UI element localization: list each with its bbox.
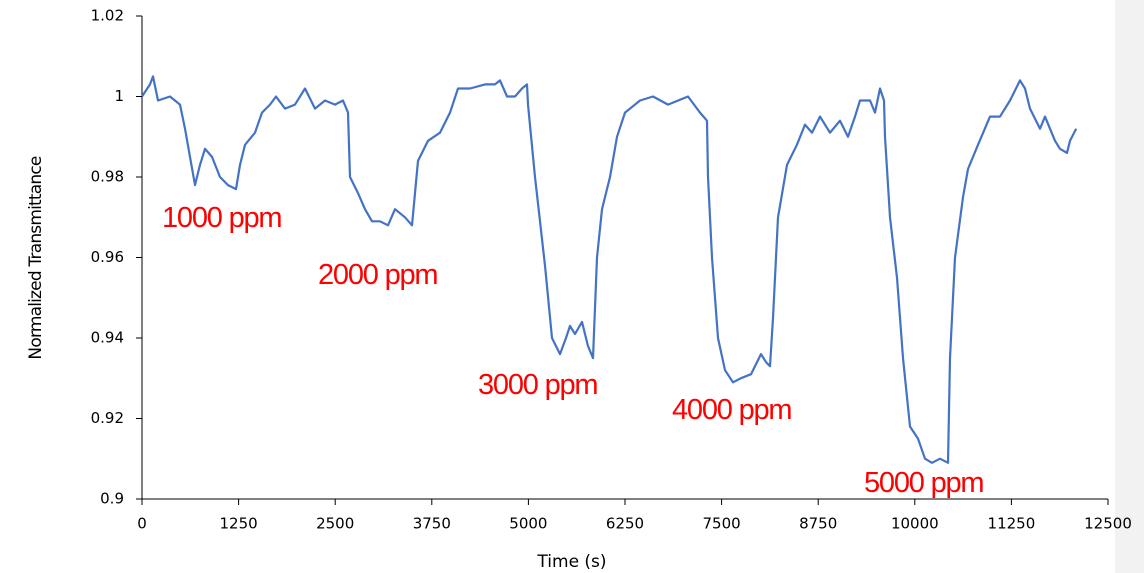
x-tick-label: 10000 — [891, 515, 939, 533]
side-panel — [1115, 0, 1144, 573]
y-tick-label: 0.98 — [91, 168, 124, 186]
y-tick-label: 0.92 — [91, 409, 124, 427]
x-tick-label: 0 — [137, 515, 147, 533]
x-tick-label: 6250 — [606, 515, 644, 533]
y-tick-label: 1 — [114, 87, 124, 105]
annotation: 4000 ppm — [672, 394, 791, 426]
x-tick-label: 12500 — [1084, 515, 1132, 533]
y-tick-label: 0.9 — [100, 490, 124, 508]
y-axis-title: Normalized Transmittance — [26, 156, 46, 359]
x-tick-label: 1250 — [220, 515, 258, 533]
annotation: 2000 ppm — [318, 259, 437, 291]
annotation: 5000 ppm — [864, 467, 983, 499]
x-tick-label: 8750 — [799, 515, 837, 533]
x-tick-label: 2500 — [316, 515, 354, 533]
annotation: 1000 ppm — [162, 202, 281, 234]
annotation: 3000 ppm — [478, 369, 597, 401]
x-axis-title: Time (s) — [536, 552, 606, 572]
y-tick-label: 1.02 — [91, 7, 124, 25]
y-tick-label: 0.94 — [91, 329, 124, 347]
x-tick-label: 7500 — [703, 515, 741, 533]
x-tick-label: 5000 — [509, 515, 547, 533]
data-line — [141, 75, 1078, 464]
y-tick-label: 0.96 — [91, 248, 124, 266]
x-tick-label: 3750 — [413, 515, 451, 533]
x-tick-label: 11250 — [988, 515, 1036, 533]
